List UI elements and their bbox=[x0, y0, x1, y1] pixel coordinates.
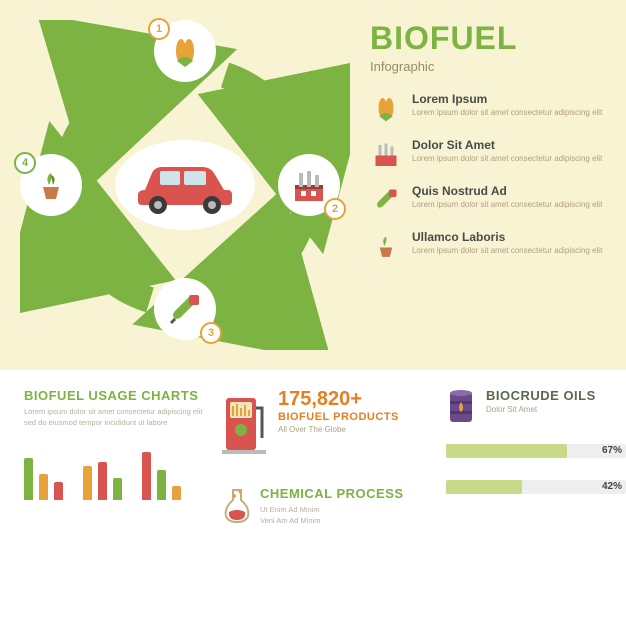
usage-col: BIOFUEL USAGE CHARTS Lorem ipsum dolor s… bbox=[24, 388, 204, 608]
bar bbox=[24, 458, 33, 500]
products-label: BIOFUEL PRODUCTS bbox=[278, 411, 399, 423]
bar bbox=[142, 452, 151, 500]
page-subtitle: Infographic bbox=[370, 59, 610, 74]
cycle-diagram: 1 2 3 4 bbox=[20, 20, 350, 350]
cycle-badge-2: 2 bbox=[324, 198, 346, 220]
list-item-title: Ullamco Laboris bbox=[412, 230, 602, 244]
list-item-body: Lorem ipsum dolor sit amet consectetur a… bbox=[412, 246, 602, 256]
list-item-title: Lorem Ipsum bbox=[412, 92, 602, 106]
chemical-title: CHEMICAL PROCESS bbox=[260, 486, 404, 501]
bar bbox=[113, 478, 122, 500]
progress-bar: 42% bbox=[446, 480, 626, 494]
progress-fill bbox=[446, 480, 522, 494]
car-icon bbox=[130, 155, 240, 215]
biocrude-title: BIOCRUDE OILS bbox=[486, 388, 596, 403]
hero-panel: 1 2 3 4 BIOFUEL Infographic Lorem IpsumL… bbox=[0, 0, 626, 370]
list-item: Ullamco Laboris Lorem ipsum dolor sit ame… bbox=[370, 230, 610, 262]
bar bbox=[39, 474, 48, 500]
list-item: Quis Nostrud Ad Lorem ipsum dolor sit ame… bbox=[370, 184, 610, 216]
factory-icon bbox=[289, 165, 329, 205]
corn-icon bbox=[371, 93, 401, 123]
progress-bar: 67% bbox=[446, 444, 626, 458]
fuel-station-icon bbox=[220, 388, 268, 458]
list-item: Dolor Sit Amet Lorem ipsum dolor sit amet… bbox=[370, 138, 610, 170]
factory-icon bbox=[371, 139, 401, 169]
fuel-pump-icon bbox=[165, 289, 205, 329]
corn-icon bbox=[167, 33, 203, 69]
progress-label: 42% bbox=[602, 480, 622, 494]
list-item-body: Lorem ipsum dolor sit amet consectetur a… bbox=[412, 108, 602, 118]
bar bbox=[98, 462, 107, 500]
chemical-block: CHEMICAL PROCESS Ut Enim Ad Minim Veni A… bbox=[220, 486, 430, 526]
list-item-body: Lorem ipsum dolor sit amet consectetur a… bbox=[412, 200, 602, 210]
barrel-icon bbox=[446, 388, 476, 426]
list-item-title: Dolor Sit Amet bbox=[412, 138, 602, 152]
plant-pot-icon bbox=[372, 232, 400, 260]
stats-panel: BIOFUEL USAGE CHARTS Lorem ipsum dolor s… bbox=[0, 370, 626, 626]
list-item-body: Lorem ipsum dolor sit amet consectetur a… bbox=[412, 154, 602, 164]
cycle-center bbox=[115, 140, 255, 230]
cycle-badge-4: 4 bbox=[14, 152, 36, 174]
cycle-node-factory: 2 bbox=[278, 154, 340, 216]
biocrude-col: BIOCRUDE OILS Dolor Sit Amet 67% 42% bbox=[446, 388, 626, 608]
bar bbox=[54, 482, 63, 500]
header-block: BIOFUEL Infographic Lorem Ipsum Lorem ips… bbox=[370, 20, 610, 276]
biocrude-progress-group: 67% 42% bbox=[446, 444, 626, 510]
usage-title: BIOFUEL USAGE CHARTS bbox=[24, 388, 204, 403]
usage-body: Lorem ipsum dolor sit amet consectetur a… bbox=[24, 407, 204, 428]
cycle-node-corn: 1 bbox=[154, 20, 216, 82]
bar bbox=[172, 486, 181, 500]
products-col: 175,820+ BIOFUEL PRODUCTS All Over The G… bbox=[220, 388, 430, 608]
products-stat: 175,820+ bbox=[278, 388, 399, 411]
cycle-badge-3: 3 bbox=[200, 322, 222, 344]
list-item: Lorem Ipsum Lorem ipsum dolor sit amet co… bbox=[370, 92, 610, 124]
plant-pot-icon bbox=[33, 167, 69, 203]
progress-label: 67% bbox=[602, 444, 622, 458]
usage-bar-chart bbox=[24, 440, 204, 500]
biocrude-sub: Dolor Sit Amet bbox=[486, 405, 596, 414]
bar bbox=[83, 466, 92, 500]
chemical-body: Ut Enim Ad Minim Veni Am Ad Minim bbox=[260, 505, 404, 526]
flask-icon bbox=[220, 486, 254, 524]
cycle-node-plant: 4 bbox=[20, 154, 82, 216]
cycle-node-pump: 3 bbox=[154, 278, 216, 340]
fuel-pump-icon bbox=[371, 185, 401, 215]
page-title: BIOFUEL bbox=[370, 20, 610, 57]
cycle-badge-1: 1 bbox=[148, 18, 170, 40]
products-sub: All Over The Globe bbox=[278, 425, 399, 434]
list-item-title: Quis Nostrud Ad bbox=[412, 184, 602, 198]
bar bbox=[157, 470, 166, 500]
progress-fill bbox=[446, 444, 567, 458]
